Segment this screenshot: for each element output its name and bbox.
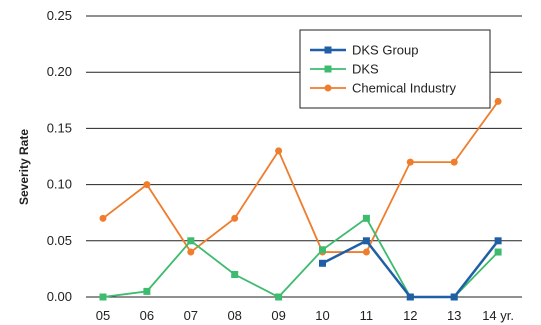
data-point	[450, 158, 458, 166]
data-point	[99, 214, 107, 222]
y-axis-ticks: 0.00 0.05 0.10 0.15 0.20 0.25	[47, 8, 72, 304]
data-point	[494, 248, 502, 256]
legend: DKS Group DKS Chemical Industry	[299, 29, 491, 109]
data-point	[143, 181, 151, 189]
data-point	[319, 246, 326, 254]
legend-item: DKS Group	[310, 43, 418, 58]
y-tick-label: 0.05	[47, 233, 72, 248]
data-point	[362, 214, 370, 222]
data-point	[494, 97, 502, 105]
x-tick-label: 09	[271, 308, 285, 323]
data-point	[275, 147, 283, 155]
series-line	[321, 239, 500, 299]
series-dks	[99, 214, 502, 301]
x-tick-label: 11	[360, 308, 374, 323]
x-tick-label: 08	[227, 308, 241, 323]
legend-marker	[324, 84, 332, 92]
y-tick-label: 0.25	[47, 8, 72, 23]
series-line	[102, 217, 499, 299]
legend-label: Chemical Industry	[352, 81, 457, 96]
data-point	[231, 214, 239, 222]
legend-label: DKS	[352, 62, 379, 77]
data-point	[494, 237, 502, 245]
legend-item: DKS	[310, 62, 379, 77]
data-point	[231, 271, 239, 279]
x-tick-label: 13	[447, 308, 461, 323]
data-point	[275, 293, 283, 301]
x-tick-label: 06	[140, 308, 154, 323]
x-tick-label: 12	[403, 308, 417, 323]
data-point	[187, 237, 195, 245]
y-axis-title: Severity Rate	[17, 129, 31, 205]
data-point	[406, 158, 414, 166]
y-tick-label: 0.15	[47, 120, 72, 135]
y-tick-label: 0.20	[47, 64, 72, 79]
y-tick-label: 0.00	[47, 289, 72, 304]
data-point	[143, 287, 151, 295]
legend-marker	[324, 65, 332, 73]
data-point	[450, 293, 458, 301]
legend-item: Chemical Industry	[310, 81, 457, 96]
data-point	[406, 293, 414, 301]
data-point	[99, 293, 107, 301]
series-chemical-industry	[99, 97, 502, 256]
x-tick-label: 05	[96, 308, 110, 323]
data-point	[362, 237, 370, 245]
legend-marker	[324, 46, 332, 54]
x-tick-label: 14 yr.	[482, 308, 514, 323]
x-axis-ticks: 05 06 07 08 09 10 11 12 13 14 yr.	[96, 308, 514, 323]
data-point	[187, 248, 195, 256]
y-tick-label: 0.10	[47, 177, 72, 192]
legend-label: DKS Group	[352, 43, 418, 58]
series-line	[102, 100, 499, 254]
data-point	[319, 259, 326, 267]
data-point	[362, 248, 370, 256]
series-dks-group	[319, 237, 502, 301]
series-lines	[99, 97, 502, 301]
x-tick-label: 07	[184, 308, 198, 323]
x-tick-label: 10	[315, 308, 329, 323]
